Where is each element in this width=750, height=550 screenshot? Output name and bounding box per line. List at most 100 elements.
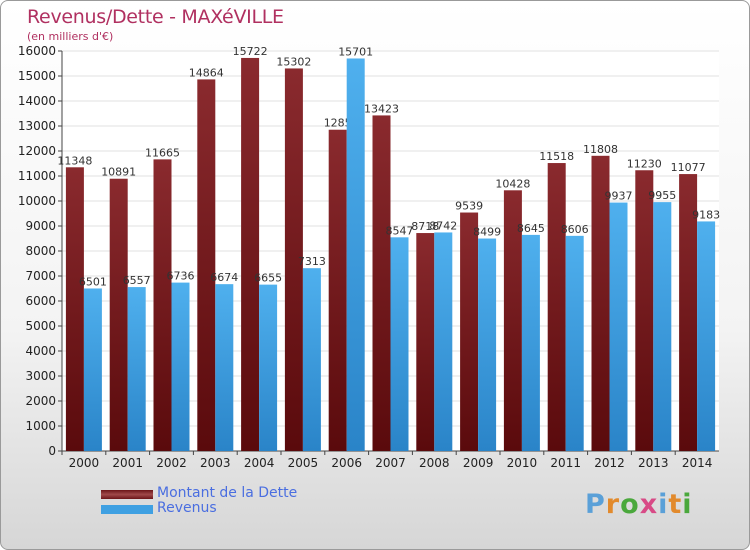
revenus-bar bbox=[521, 234, 540, 451]
y-tick-label: 8000 bbox=[25, 244, 56, 258]
dette-value-label: 11518 bbox=[539, 150, 574, 163]
logo-letter: P bbox=[585, 489, 606, 520]
revenus-bar bbox=[390, 237, 409, 451]
dette-bar bbox=[241, 57, 260, 451]
x-tick-label: 2003 bbox=[200, 456, 231, 470]
dette-bar bbox=[284, 68, 303, 451]
y-tick-label: 0 bbox=[48, 444, 56, 458]
revenus-value-label: 9937 bbox=[605, 190, 633, 203]
x-tick-label: 2013 bbox=[638, 456, 669, 470]
x-tick-label: 2005 bbox=[288, 456, 319, 470]
dette-value-label: 8718 bbox=[411, 220, 439, 233]
dette-value-label: 15302 bbox=[276, 55, 311, 68]
revenus-bar bbox=[83, 288, 102, 451]
x-tick-label: 2008 bbox=[419, 456, 450, 470]
proxiti-logo: Proxiti bbox=[585, 489, 693, 520]
dette-bar bbox=[65, 167, 84, 452]
revenus-value-label: 6736 bbox=[167, 270, 195, 283]
dette-value-label: 9539 bbox=[455, 200, 483, 213]
x-tick-label: 2001 bbox=[112, 456, 143, 470]
revenus-bar bbox=[609, 202, 628, 451]
revenus-bar bbox=[215, 284, 234, 451]
revenus-bar bbox=[171, 282, 190, 451]
logo-letter: r bbox=[605, 489, 621, 520]
y-tick-label: 7000 bbox=[25, 269, 56, 283]
dette-value-label: 11230 bbox=[627, 157, 662, 170]
dette-bar bbox=[547, 163, 566, 452]
dette-value-label: 14864 bbox=[189, 66, 224, 79]
dette-value-label: 11348 bbox=[57, 154, 92, 167]
y-tick-label: 6000 bbox=[25, 294, 56, 308]
revenus-value-label: 15701 bbox=[338, 45, 373, 58]
x-tick-label: 2007 bbox=[375, 456, 406, 470]
x-tick-label: 2006 bbox=[331, 456, 362, 470]
revenus-bar bbox=[653, 202, 672, 451]
dette-bar bbox=[197, 79, 216, 452]
revenus-value-label: 6655 bbox=[254, 272, 282, 285]
chart-title: Revenus/Dette - MAXéVILLE bbox=[27, 6, 284, 28]
dette-value-label: 11808 bbox=[583, 143, 618, 156]
y-tick-label: 13000 bbox=[18, 119, 56, 133]
revenus-bar bbox=[302, 268, 321, 451]
dette-value-label: 11077 bbox=[671, 161, 706, 174]
x-tick-label: 2002 bbox=[156, 456, 187, 470]
revenus-value-label: 8499 bbox=[473, 226, 501, 239]
y-tick-label: 1000 bbox=[25, 419, 56, 433]
revenus-value-label: 6501 bbox=[79, 275, 107, 288]
revenus-value-label: 7313 bbox=[298, 255, 326, 268]
y-tick-label: 5000 bbox=[25, 319, 56, 333]
logo-letter: x bbox=[639, 489, 659, 520]
revenus-bar bbox=[697, 221, 716, 451]
revenus-bar bbox=[346, 58, 365, 451]
logo-letter: t bbox=[668, 489, 683, 520]
revenus-bar bbox=[565, 235, 584, 451]
dette-bar bbox=[328, 129, 347, 451]
y-tick-label: 15000 bbox=[18, 69, 56, 83]
revenus-bar bbox=[434, 232, 453, 451]
x-tick-label: 2011 bbox=[550, 456, 581, 470]
dette-bar bbox=[460, 212, 479, 451]
legend-swatch-revenus bbox=[101, 505, 153, 514]
x-tick-label: 2009 bbox=[463, 456, 494, 470]
revenus-value-label: 6674 bbox=[210, 271, 238, 284]
dette-value-label: 13423 bbox=[364, 102, 399, 115]
y-tick-label: 14000 bbox=[18, 94, 56, 108]
revenus-value-label: 9183 bbox=[692, 208, 720, 221]
x-tick-label: 2014 bbox=[682, 456, 713, 470]
x-tick-label: 2010 bbox=[507, 456, 538, 470]
y-tick-label: 2000 bbox=[25, 394, 56, 408]
dette-bar bbox=[591, 155, 610, 452]
legend-swatch-dette bbox=[101, 490, 153, 499]
dette-bar bbox=[416, 233, 435, 451]
x-tick-label: 2004 bbox=[244, 456, 275, 470]
dette-value-label: 10428 bbox=[495, 177, 530, 190]
x-tick-label: 2012 bbox=[594, 456, 625, 470]
y-tick-label: 4000 bbox=[25, 344, 56, 358]
dette-value-label: 10891 bbox=[101, 166, 136, 179]
revenus-bar bbox=[478, 238, 497, 451]
logo-letter: o bbox=[620, 489, 640, 520]
x-tick-label: 2000 bbox=[69, 456, 100, 470]
dette-value-label: 1285 bbox=[324, 117, 352, 130]
logo-letter: i bbox=[658, 489, 669, 520]
chart-subtitle: (en milliers d'€) bbox=[27, 30, 114, 43]
revenus-value-label: 8547 bbox=[386, 224, 414, 237]
revenus-value-label: 6557 bbox=[123, 274, 151, 287]
revenus-value-label: 8742 bbox=[429, 219, 457, 232]
y-tick-label: 16000 bbox=[18, 44, 56, 58]
revenus-bar bbox=[259, 284, 278, 451]
dette-bar bbox=[679, 174, 698, 451]
y-tick-label: 9000 bbox=[25, 219, 56, 233]
dette-value-label: 15722 bbox=[233, 45, 268, 58]
revenus-value-label: 8645 bbox=[517, 222, 545, 235]
logo-letter: i bbox=[682, 489, 693, 520]
y-tick-label: 11000 bbox=[18, 169, 56, 183]
y-tick-label: 3000 bbox=[25, 369, 56, 383]
y-tick-label: 10000 bbox=[18, 194, 56, 208]
y-tick-label: 12000 bbox=[18, 144, 56, 158]
dette-bar bbox=[109, 178, 128, 451]
revenus-value-label: 8606 bbox=[561, 223, 589, 236]
dette-bar bbox=[635, 170, 654, 451]
